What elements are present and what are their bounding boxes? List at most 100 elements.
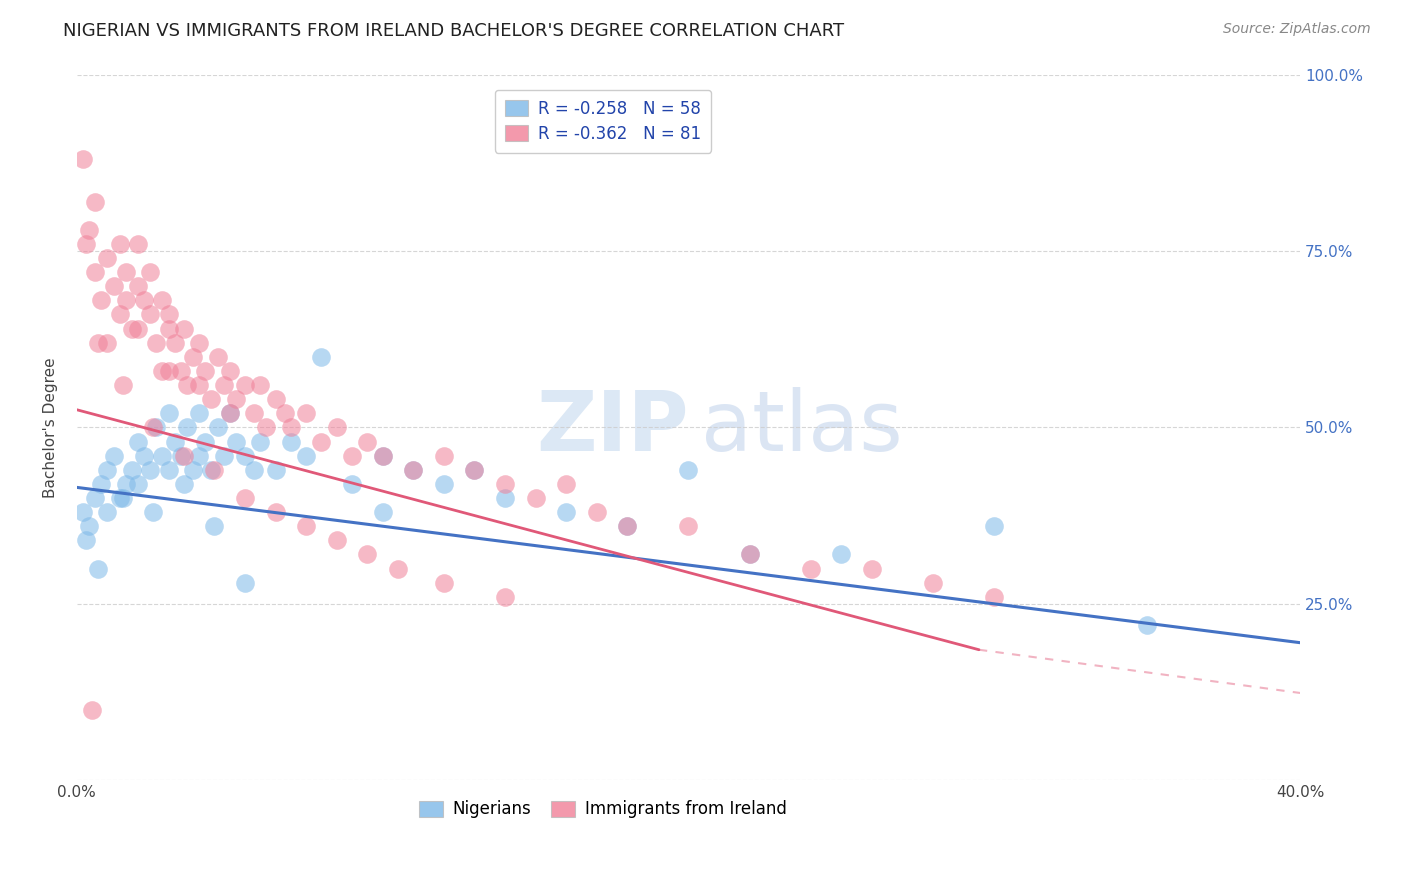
Point bbox=[616, 519, 638, 533]
Point bbox=[139, 265, 162, 279]
Point bbox=[212, 449, 235, 463]
Point bbox=[127, 434, 149, 449]
Point bbox=[326, 420, 349, 434]
Point bbox=[96, 505, 118, 519]
Point bbox=[233, 378, 256, 392]
Point bbox=[200, 463, 222, 477]
Point bbox=[340, 476, 363, 491]
Point bbox=[194, 434, 217, 449]
Point bbox=[139, 308, 162, 322]
Point bbox=[96, 251, 118, 265]
Point bbox=[163, 335, 186, 350]
Point bbox=[738, 548, 761, 562]
Point bbox=[555, 476, 578, 491]
Point bbox=[82, 703, 104, 717]
Point bbox=[111, 378, 134, 392]
Point bbox=[233, 575, 256, 590]
Point bbox=[402, 463, 425, 477]
Point bbox=[108, 236, 131, 251]
Point bbox=[218, 406, 240, 420]
Point bbox=[134, 449, 156, 463]
Point bbox=[207, 350, 229, 364]
Point bbox=[340, 449, 363, 463]
Point bbox=[84, 265, 107, 279]
Point bbox=[311, 350, 333, 364]
Point bbox=[157, 364, 180, 378]
Point bbox=[218, 364, 240, 378]
Point bbox=[433, 449, 456, 463]
Point bbox=[139, 463, 162, 477]
Point bbox=[121, 321, 143, 335]
Point bbox=[463, 463, 485, 477]
Point bbox=[111, 491, 134, 505]
Point bbox=[96, 463, 118, 477]
Point bbox=[433, 575, 456, 590]
Point bbox=[326, 533, 349, 548]
Point bbox=[96, 335, 118, 350]
Point bbox=[204, 519, 226, 533]
Point bbox=[494, 476, 516, 491]
Point bbox=[84, 194, 107, 209]
Point bbox=[127, 321, 149, 335]
Point bbox=[181, 463, 204, 477]
Point bbox=[77, 223, 100, 237]
Point bbox=[170, 449, 193, 463]
Legend: Nigerians, Immigrants from Ireland: Nigerians, Immigrants from Ireland bbox=[412, 794, 793, 825]
Point bbox=[108, 308, 131, 322]
Point bbox=[90, 293, 112, 308]
Point bbox=[170, 364, 193, 378]
Point bbox=[77, 519, 100, 533]
Point bbox=[295, 449, 318, 463]
Text: Source: ZipAtlas.com: Source: ZipAtlas.com bbox=[1223, 22, 1371, 37]
Point bbox=[152, 449, 174, 463]
Point bbox=[103, 279, 125, 293]
Point bbox=[127, 236, 149, 251]
Point bbox=[356, 548, 378, 562]
Point bbox=[188, 406, 211, 420]
Point bbox=[494, 590, 516, 604]
Point bbox=[176, 420, 198, 434]
Point bbox=[188, 378, 211, 392]
Point bbox=[173, 321, 195, 335]
Point bbox=[200, 392, 222, 407]
Point bbox=[616, 519, 638, 533]
Point bbox=[134, 293, 156, 308]
Point bbox=[233, 491, 256, 505]
Point bbox=[114, 265, 136, 279]
Point bbox=[243, 406, 266, 420]
Point bbox=[433, 476, 456, 491]
Point bbox=[157, 463, 180, 477]
Point bbox=[463, 463, 485, 477]
Point bbox=[194, 364, 217, 378]
Point bbox=[204, 463, 226, 477]
Point bbox=[243, 463, 266, 477]
Point bbox=[152, 293, 174, 308]
Point bbox=[90, 476, 112, 491]
Point bbox=[922, 575, 945, 590]
Point bbox=[145, 420, 167, 434]
Point bbox=[127, 279, 149, 293]
Point bbox=[114, 293, 136, 308]
Point bbox=[402, 463, 425, 477]
Point bbox=[387, 561, 409, 575]
Point bbox=[585, 505, 607, 519]
Point bbox=[371, 449, 394, 463]
Point bbox=[114, 476, 136, 491]
Point bbox=[87, 335, 110, 350]
Point bbox=[75, 236, 97, 251]
Point bbox=[280, 434, 302, 449]
Point bbox=[103, 449, 125, 463]
Point bbox=[295, 406, 318, 420]
Point bbox=[494, 491, 516, 505]
Point bbox=[225, 392, 247, 407]
Point bbox=[800, 561, 823, 575]
Point bbox=[108, 491, 131, 505]
Point bbox=[145, 335, 167, 350]
Point bbox=[212, 378, 235, 392]
Point bbox=[163, 434, 186, 449]
Point bbox=[524, 491, 547, 505]
Point bbox=[860, 561, 883, 575]
Point bbox=[264, 505, 287, 519]
Point bbox=[142, 505, 165, 519]
Point bbox=[738, 548, 761, 562]
